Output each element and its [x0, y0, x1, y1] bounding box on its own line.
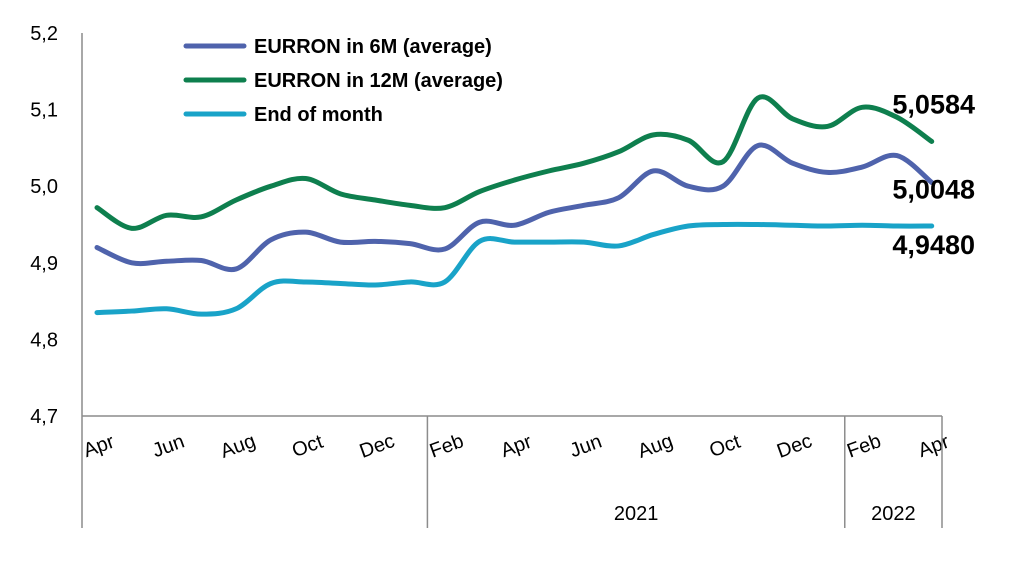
end-value-label: 5,0584: [892, 89, 975, 119]
x-tick-label: Feb: [427, 430, 467, 462]
chart-axes: [81, 33, 942, 528]
y-tick-label: 4,8: [30, 329, 58, 351]
year-label: 2021: [614, 503, 659, 525]
legend: EURRON in 6M (average) EURRON in 12M (ave…: [183, 36, 503, 126]
x-tick-label: Oct: [289, 431, 326, 462]
series-line-eurron-in-6m-average: [94, 142, 935, 273]
end-value-label: 4,9480: [892, 230, 975, 260]
legend-label: End of month: [254, 104, 383, 126]
x-tick-label: Dec: [774, 430, 815, 463]
x-tick-label: Apr: [915, 431, 952, 462]
x-tick-label: Dec: [357, 430, 398, 463]
legend-label: EURRON in 6M (average): [254, 36, 492, 58]
series-line-end-of-month: [94, 221, 935, 317]
y-tick-label: 5,2: [30, 23, 58, 45]
series-line-eurron-in-12m-average: [94, 94, 935, 231]
x-tick-label: Apr: [81, 431, 118, 462]
year-label: 2022: [871, 503, 916, 525]
x-axis-ticks: Apr Jun Aug Oct Dec Feb Apr Jun Aug Oct Dec Feb Apr: [81, 430, 953, 463]
x-tick-label: Jun: [150, 431, 188, 463]
x-tick-label: Jun: [567, 431, 605, 463]
x-tick-label: Aug: [218, 430, 259, 463]
legend-label: EURRON in 12M (average): [254, 70, 503, 92]
x-tick-label: Apr: [498, 431, 535, 462]
year-groups: 2021 2022: [426, 416, 943, 528]
y-tick-label: 5,0: [30, 176, 58, 198]
end-value-label: 5,0048: [892, 175, 975, 205]
y-tick-label: 4,7: [30, 406, 58, 428]
x-tick-label: Feb: [844, 430, 884, 462]
series-lines: [94, 94, 935, 317]
end-value-labels: 5,0048 5,0584 4,9480: [892, 89, 975, 260]
x-tick-label: Aug: [635, 430, 676, 463]
x-tick-label: Oct: [707, 431, 744, 462]
y-tick-label: 4,9: [30, 253, 58, 275]
y-axis-ticks: 4,7 4,8 4,9 5,0 5,1 5,2: [30, 23, 58, 428]
y-tick-label: 5,1: [30, 100, 58, 122]
